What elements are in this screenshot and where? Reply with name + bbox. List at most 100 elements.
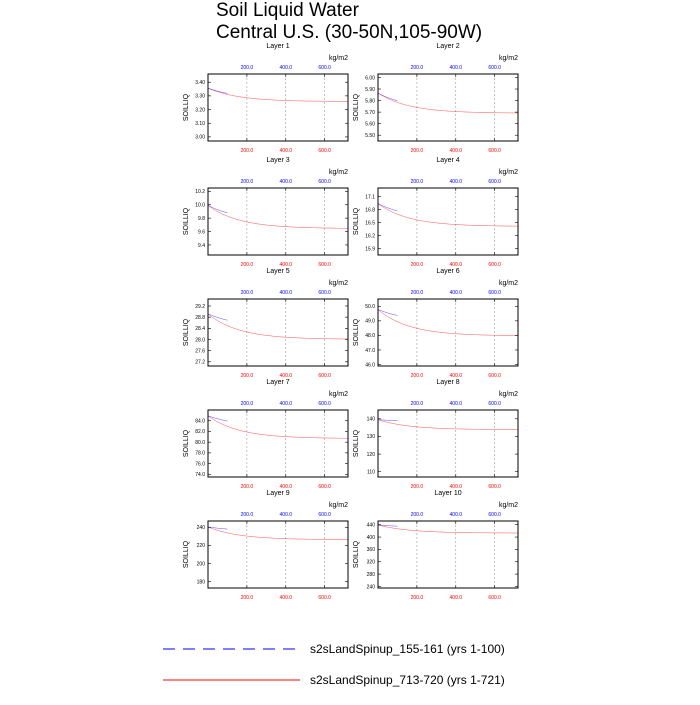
units-label: kg/m2 bbox=[329, 169, 348, 176]
y-axis-label: SOILLIQ bbox=[183, 93, 190, 121]
plot-frame bbox=[377, 298, 519, 367]
top-x-tick-label: 200.0 bbox=[411, 179, 424, 185]
bottom-x-tick-label: 400.0 bbox=[450, 595, 463, 601]
y-tick-label: 360 bbox=[367, 547, 376, 553]
panel-title: Layer 9 bbox=[266, 490, 289, 497]
units-label: kg/m2 bbox=[499, 169, 518, 176]
legend-label-1: s2sLandSpinup_155-161 (yrs 1-100) bbox=[310, 642, 505, 656]
y-axis-label: SOILLIQ bbox=[353, 318, 360, 346]
y-tick-label: 16.8 bbox=[365, 207, 375, 213]
series-line-blue bbox=[207, 526, 228, 530]
top-x-tick-label: 200.0 bbox=[241, 65, 254, 71]
bottom-x-tick-label: 600.0 bbox=[318, 484, 331, 490]
plot-frame bbox=[207, 520, 349, 589]
series-line-blue bbox=[207, 415, 228, 422]
top-x-tick-label: 600.0 bbox=[488, 65, 501, 71]
top-x-tick-label: 600.0 bbox=[318, 179, 331, 185]
panel-layer-10: Layer 10 kg/m2 SOILLIQ 200.0 400.0 600.0 200.0… bbox=[353, 490, 519, 601]
top-x-tick-label: 200.0 bbox=[411, 401, 424, 407]
y-tick-label: 28.4 bbox=[195, 326, 205, 332]
top-x-tick-label: 200.0 bbox=[411, 290, 424, 296]
series-line-red bbox=[207, 205, 348, 229]
plot-frame bbox=[207, 187, 349, 256]
units-label: kg/m2 bbox=[499, 391, 518, 398]
y-axis-label: SOILLIQ bbox=[183, 207, 190, 235]
y-tick-label: 48.0 bbox=[365, 333, 375, 339]
top-x-tick-label: 200.0 bbox=[241, 401, 254, 407]
bottom-x-tick-label: 400.0 bbox=[280, 262, 293, 268]
plot-frame bbox=[207, 73, 349, 142]
top-x-tick-label: 600.0 bbox=[488, 179, 501, 185]
top-x-tick-label: 200.0 bbox=[241, 179, 254, 185]
y-tick-label: 5.90 bbox=[365, 87, 375, 93]
series-line-red bbox=[377, 92, 518, 114]
bottom-x-tick-label: 400.0 bbox=[450, 148, 463, 154]
series-line-red bbox=[377, 419, 518, 430]
y-tick-label: 17.1 bbox=[365, 194, 375, 200]
top-x-tick-label: 600.0 bbox=[318, 401, 331, 407]
panel-title: Layer 4 bbox=[436, 157, 459, 164]
y-tick-label: 320 bbox=[367, 560, 376, 566]
units-label: kg/m2 bbox=[499, 280, 518, 287]
bottom-x-tick-label: 600.0 bbox=[488, 484, 501, 490]
series-line-blue bbox=[378, 524, 398, 527]
bottom-x-tick-label: 400.0 bbox=[280, 148, 293, 154]
y-tick-label: 5.60 bbox=[365, 121, 375, 127]
y-tick-label: 29.2 bbox=[195, 304, 205, 310]
plot-frame bbox=[207, 298, 349, 367]
top-x-tick-label: 400.0 bbox=[280, 65, 293, 71]
y-tick-label: 84.0 bbox=[195, 419, 205, 425]
panels: Layer 1 kg/m2 SOILLIQ 200.0 400.0 600.0 200.0 4… bbox=[183, 43, 519, 601]
y-tick-label: 9.6 bbox=[198, 229, 205, 235]
bottom-x-tick-label: 200.0 bbox=[411, 148, 424, 154]
top-x-tick-label: 600.0 bbox=[488, 401, 501, 407]
plot-frame bbox=[377, 73, 519, 142]
bottom-x-tick-label: 400.0 bbox=[280, 484, 293, 490]
bottom-x-tick-label: 400.0 bbox=[450, 373, 463, 379]
y-axis-label: SOILLIQ bbox=[353, 207, 360, 235]
panel-title: Layer 5 bbox=[266, 268, 289, 275]
series-line-blue bbox=[207, 87, 228, 94]
y-tick-label: 27.6 bbox=[195, 348, 205, 354]
panel-title: Layer 2 bbox=[436, 43, 459, 50]
y-tick-label: 16.5 bbox=[365, 220, 375, 226]
y-tick-label: 220 bbox=[197, 543, 206, 549]
series-line-red bbox=[207, 87, 348, 102]
plot-frame bbox=[377, 520, 519, 589]
top-x-tick-label: 200.0 bbox=[411, 512, 424, 518]
y-tick-label: 28.0 bbox=[195, 337, 205, 343]
y-tick-label: 240 bbox=[197, 525, 206, 531]
plot-frame bbox=[377, 409, 519, 478]
y-tick-label: 280 bbox=[367, 572, 376, 578]
bottom-x-tick-label: 200.0 bbox=[241, 484, 254, 490]
series-line-red bbox=[207, 415, 348, 439]
top-x-tick-label: 200.0 bbox=[241, 512, 254, 518]
series-line-blue bbox=[207, 313, 228, 321]
figure-title-line2: Central U.S. (30-50N,105-90W) bbox=[216, 22, 482, 43]
top-x-tick-label: 600.0 bbox=[318, 290, 331, 296]
top-x-tick-label: 600.0 bbox=[318, 512, 331, 518]
bottom-x-tick-label: 200.0 bbox=[241, 595, 254, 601]
y-tick-label: 440 bbox=[367, 523, 376, 529]
bottom-x-tick-label: 400.0 bbox=[280, 595, 293, 601]
top-x-tick-label: 400.0 bbox=[280, 179, 293, 185]
panel-layer-3: Layer 3 kg/m2 SOILLIQ 200.0 400.0 600.0 200.0 4… bbox=[183, 157, 349, 268]
y-tick-label: 6.00 bbox=[365, 75, 375, 81]
y-tick-label: 10.2 bbox=[195, 189, 205, 195]
y-tick-label: 110 bbox=[367, 470, 375, 476]
bottom-x-tick-label: 200.0 bbox=[411, 484, 424, 490]
series-line-blue bbox=[377, 92, 398, 102]
top-x-tick-label: 400.0 bbox=[450, 290, 463, 296]
panel-title: Layer 7 bbox=[266, 379, 289, 386]
y-tick-label: 3.40 bbox=[195, 80, 205, 86]
bottom-x-tick-label: 600.0 bbox=[488, 262, 501, 268]
units-label: kg/m2 bbox=[499, 55, 518, 62]
top-x-tick-label: 600.0 bbox=[488, 290, 501, 296]
y-tick-label: 130 bbox=[367, 434, 376, 440]
y-tick-label: 240 bbox=[367, 584, 376, 590]
top-x-tick-label: 600.0 bbox=[488, 512, 501, 518]
plot-frame bbox=[377, 187, 519, 256]
panel-layer-2: Layer 2 kg/m2 SOILLIQ 200.0 400.0 600.0 200.0 4… bbox=[353, 43, 519, 154]
